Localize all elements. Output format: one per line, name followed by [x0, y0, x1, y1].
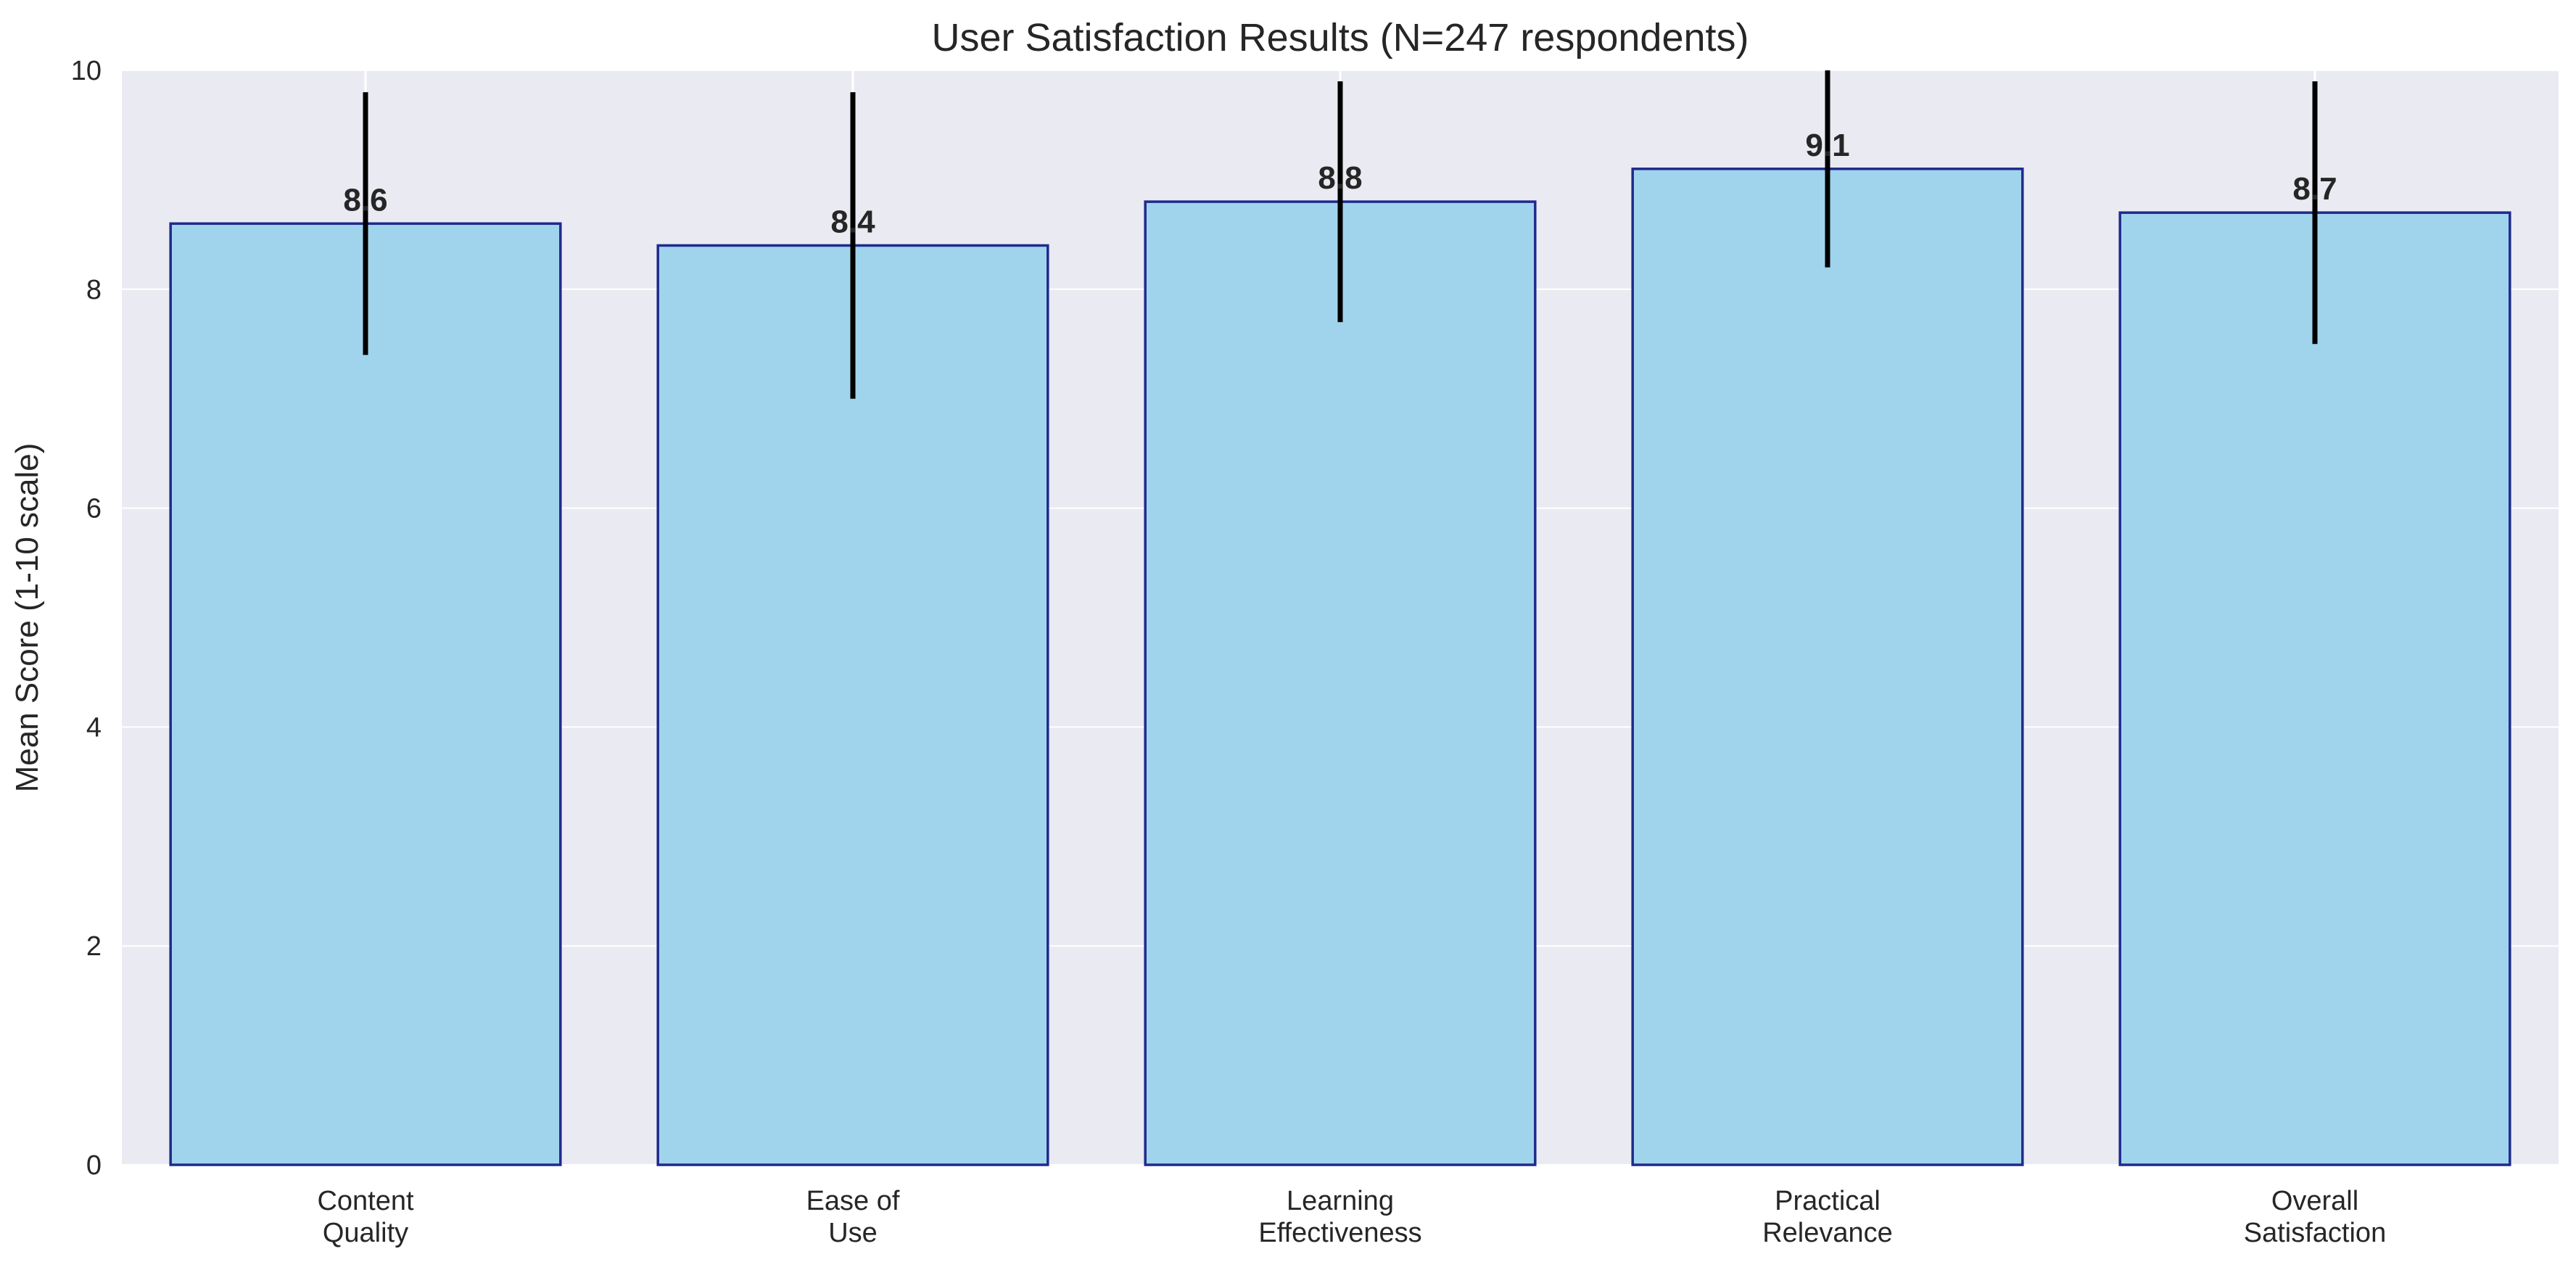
bars [169, 168, 2511, 1166]
error-bars [363, 70, 2318, 399]
bar-value-label: 8.8 [1318, 160, 1362, 196]
y-axis-label: Mean Score (1-10 scale) [9, 443, 45, 793]
y-tick-label: 2 [86, 931, 102, 962]
y-axis-ticks: 0 2 4 6 8 10 [71, 56, 102, 1181]
x-tick-label: Overall Satisfaction [2244, 1186, 2386, 1248]
y-tick-label: 4 [86, 712, 102, 743]
bar-value-label: 9.1 [1805, 128, 1849, 163]
y-tick-label: 6 [86, 494, 102, 524]
x-tick-label: Ease of Use [806, 1186, 900, 1248]
chart-title: User Satisfaction Results (N=247 respond… [931, 16, 1749, 59]
y-tick-label: 8 [86, 275, 102, 305]
x-tick-label: Content Quality [317, 1186, 414, 1248]
bar-value-label: 8.7 [2292, 171, 2337, 207]
bar [1631, 168, 2024, 1166]
y-tick-label: 10 [71, 56, 102, 86]
bar [2118, 211, 2511, 1166]
bar-value-label: 8.4 [830, 204, 875, 239]
bar [1144, 200, 1537, 1166]
x-tick-label: Learning Effectiveness [1258, 1186, 1421, 1248]
value-labels: 8.6 8.4 8.8 9.1 8.7 [343, 128, 2337, 240]
bar [169, 222, 562, 1166]
y-tick-label: 0 [86, 1150, 102, 1181]
bar-value-label: 8.6 [343, 182, 387, 218]
x-axis-ticks: Content Quality Ease of Use Learning Effectiv… [317, 1186, 2386, 1248]
x-tick-label: Practical Relevance [1762, 1186, 1893, 1248]
